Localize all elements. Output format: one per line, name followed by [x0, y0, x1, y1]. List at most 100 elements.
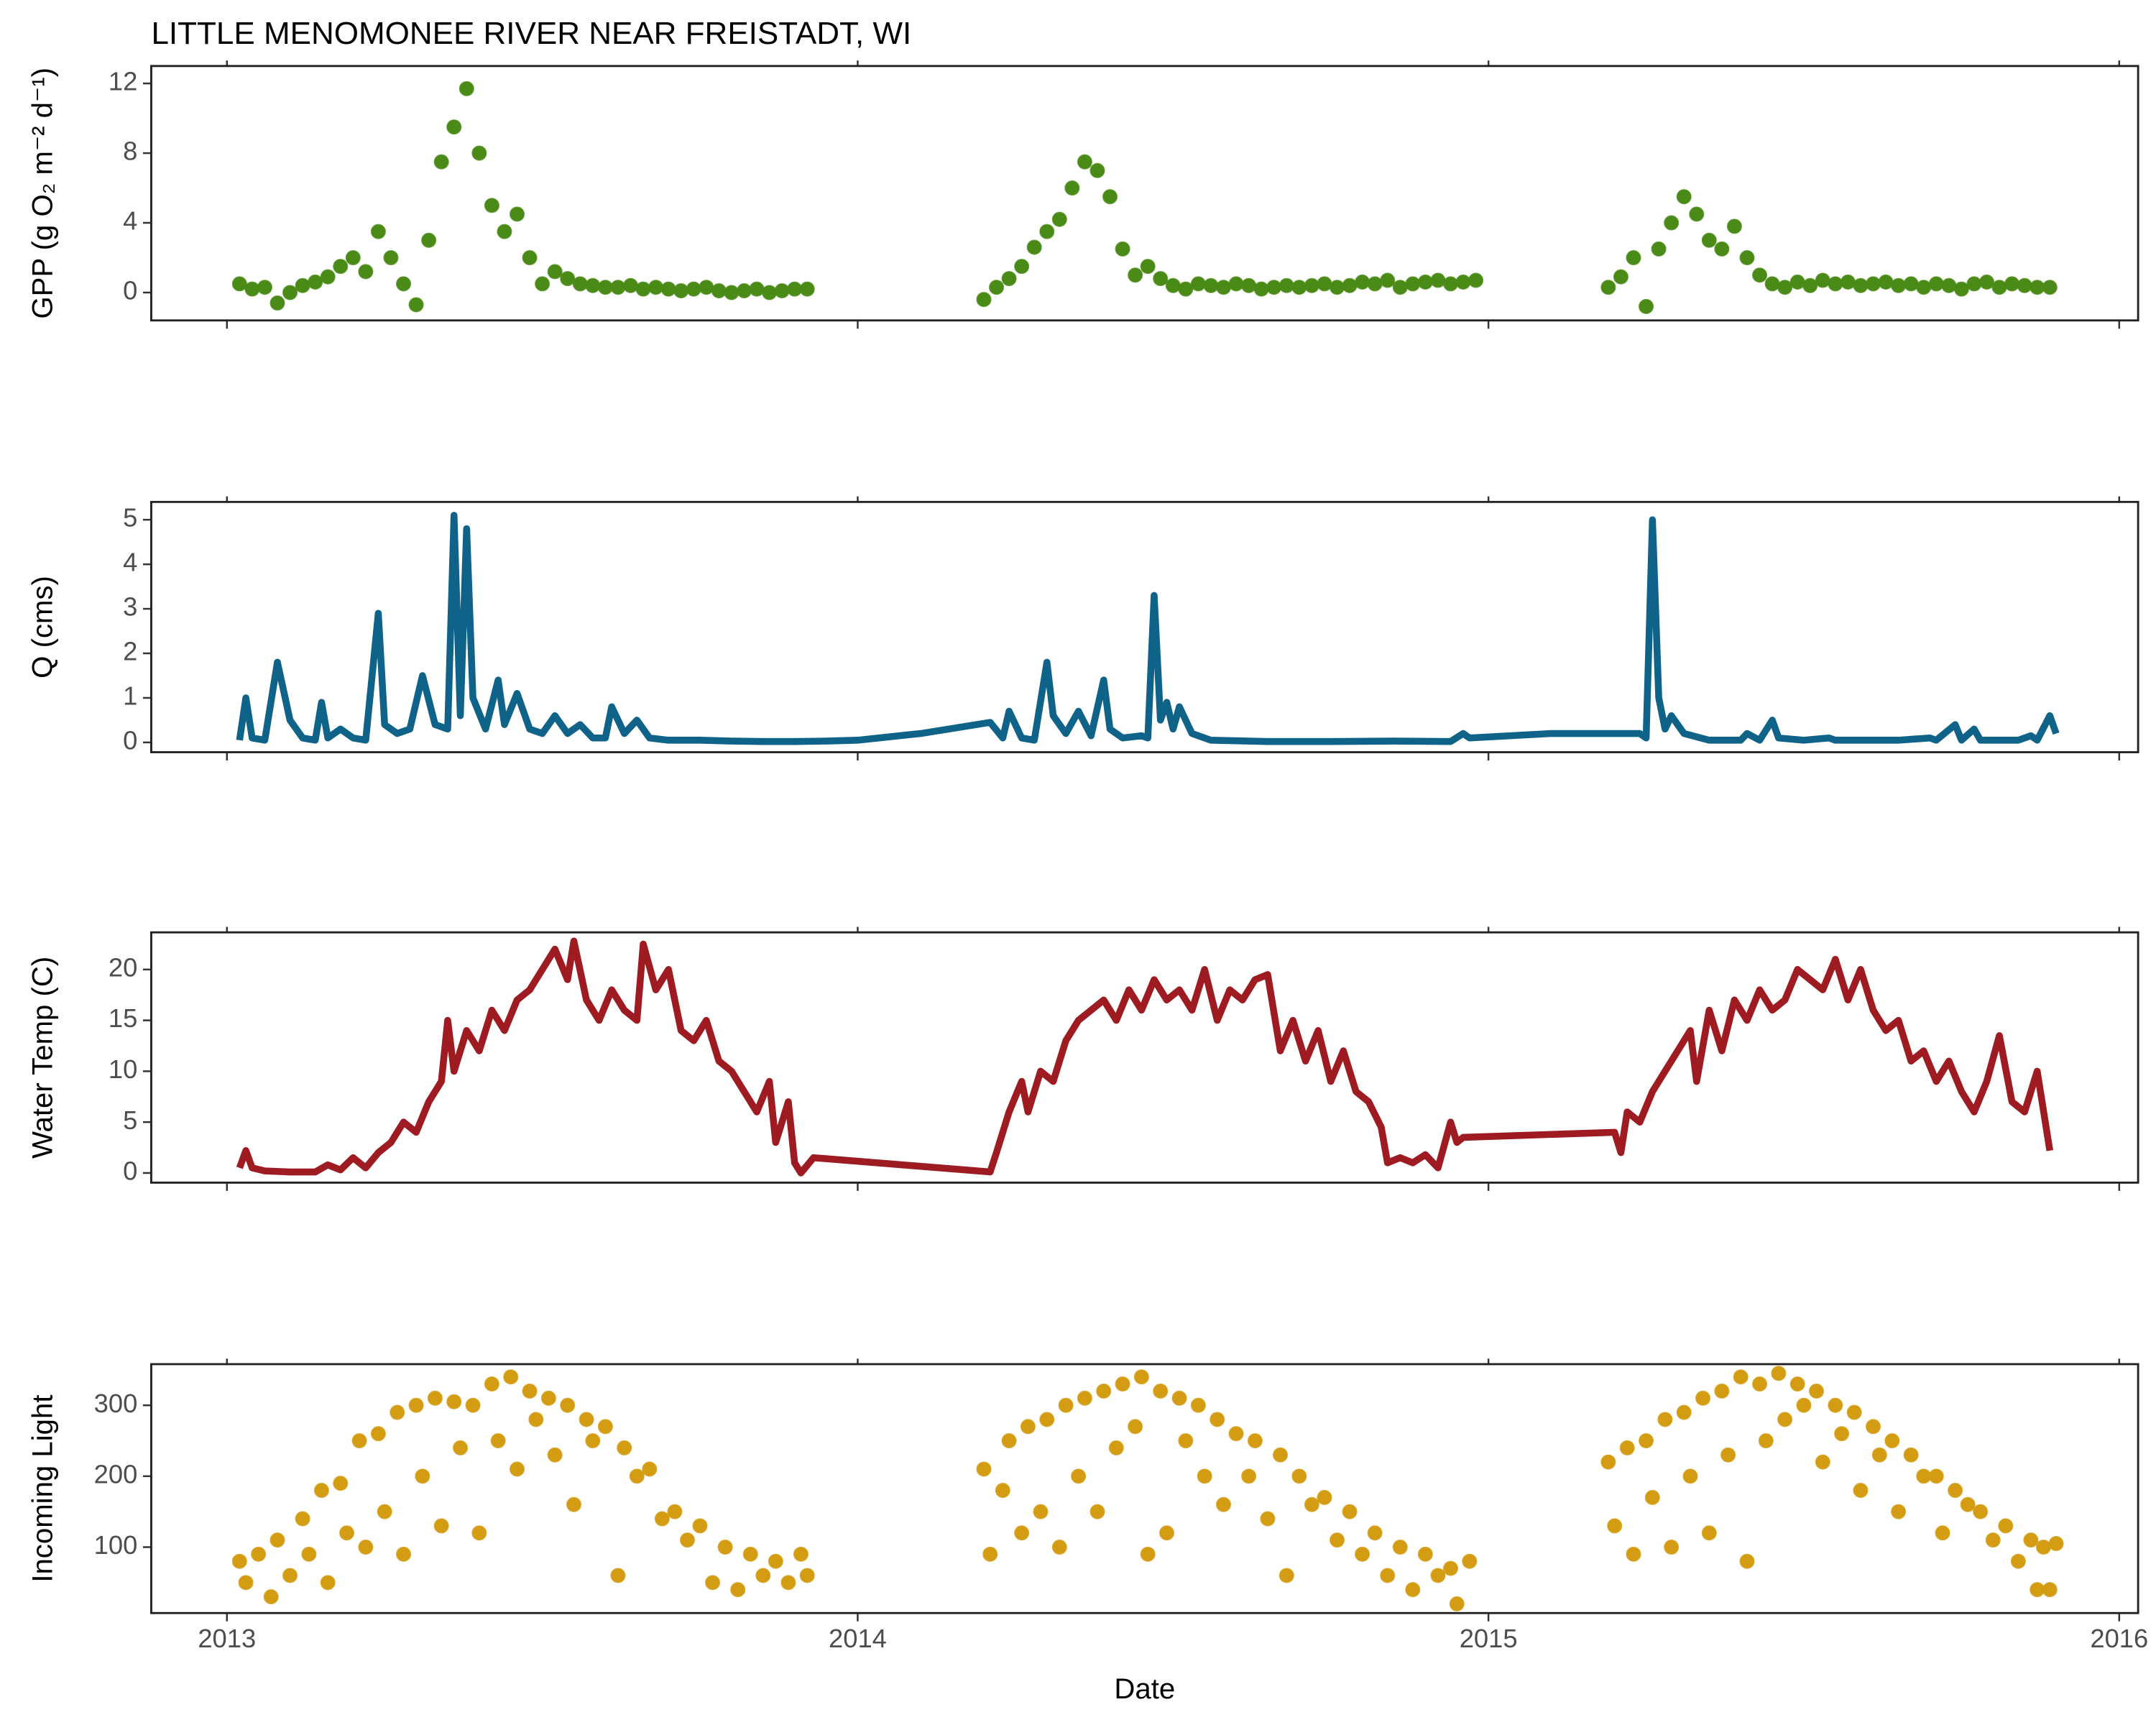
point	[257, 280, 272, 295]
point	[1071, 1468, 1087, 1484]
point	[1178, 281, 1194, 297]
point	[1828, 276, 1843, 292]
point	[1140, 1546, 1156, 1562]
point	[1714, 1383, 1730, 1399]
point	[1884, 1432, 1900, 1449]
x-tick-label: 2014	[829, 1624, 887, 1653]
point	[1695, 1390, 1711, 1406]
y-axis-label: Water Temp (C)	[27, 957, 59, 1159]
point	[560, 1397, 576, 1413]
point	[1026, 239, 1042, 255]
point	[1613, 269, 1628, 285]
point	[547, 264, 563, 280]
point	[270, 1532, 285, 1548]
point	[1878, 274, 1894, 290]
point	[1960, 1496, 1976, 1512]
point	[1241, 277, 1257, 293]
point	[635, 281, 651, 297]
point	[497, 224, 512, 239]
point	[610, 280, 626, 295]
point	[1764, 276, 1780, 292]
point	[1991, 280, 2007, 295]
y-tick-label: 0	[123, 726, 137, 755]
point	[427, 1390, 443, 1406]
point	[1871, 1447, 1887, 1463]
point	[982, 1546, 998, 1562]
point	[1853, 1483, 1869, 1499]
point	[692, 1518, 708, 1534]
point	[1342, 1504, 1358, 1519]
point	[231, 276, 247, 292]
point	[383, 249, 399, 266]
point	[1985, 1532, 2001, 1548]
point	[673, 283, 689, 299]
point	[1600, 280, 1616, 295]
point	[755, 1568, 771, 1583]
point	[1165, 277, 1181, 293]
point	[774, 283, 790, 299]
point	[1417, 1546, 1433, 1562]
point	[1203, 277, 1219, 293]
point	[717, 1539, 733, 1555]
point	[1664, 1539, 1680, 1555]
point	[1210, 1412, 1225, 1427]
point	[1405, 276, 1421, 292]
point	[535, 276, 550, 292]
y-tick-label: 15	[109, 1003, 137, 1033]
point	[1752, 267, 1768, 283]
point	[1455, 274, 1471, 290]
point	[1317, 1489, 1332, 1505]
point	[1102, 189, 1118, 205]
point	[1701, 232, 1717, 248]
point	[1272, 1447, 1289, 1463]
point	[415, 1468, 430, 1484]
point	[1033, 1504, 1049, 1519]
point	[1215, 280, 1232, 295]
y-tick-label: 0	[123, 1156, 137, 1186]
x-tick-label: 2016	[2090, 1624, 2148, 1653]
point	[799, 1568, 815, 1583]
point	[711, 283, 727, 299]
point	[370, 1426, 386, 1442]
point	[560, 271, 576, 287]
point	[452, 1440, 469, 1455]
point	[1279, 1568, 1294, 1583]
point	[1260, 1511, 1276, 1527]
line	[236, 512, 2060, 745]
point	[1001, 1432, 1017, 1449]
point	[547, 1447, 563, 1463]
point	[629, 1468, 645, 1484]
point	[1291, 1468, 1307, 1484]
point	[308, 274, 323, 290]
point	[2017, 277, 2032, 293]
point	[433, 1518, 449, 1534]
point	[1153, 1383, 1169, 1399]
point	[1978, 274, 1995, 290]
point	[1840, 274, 1856, 290]
point	[579, 1412, 594, 1427]
y-tick-label: 10	[109, 1054, 137, 1084]
point	[1329, 280, 1345, 295]
point	[1115, 1376, 1130, 1392]
point	[263, 1589, 279, 1605]
point	[446, 1394, 462, 1409]
point	[1802, 277, 1818, 293]
y-tick-label: 300	[94, 1389, 138, 1418]
point	[1108, 1440, 1124, 1455]
point	[1228, 276, 1244, 292]
point	[1865, 276, 1881, 292]
point	[667, 1504, 683, 1519]
point	[622, 277, 639, 293]
point	[320, 1575, 336, 1591]
point	[1758, 1432, 1774, 1449]
point	[724, 285, 740, 300]
point	[1462, 1553, 1478, 1569]
point	[408, 1397, 424, 1413]
point	[1153, 271, 1169, 287]
point	[282, 1568, 298, 1583]
point	[1430, 272, 1446, 288]
point	[2048, 1536, 2064, 1552]
point	[282, 285, 298, 300]
point	[396, 1546, 412, 1562]
